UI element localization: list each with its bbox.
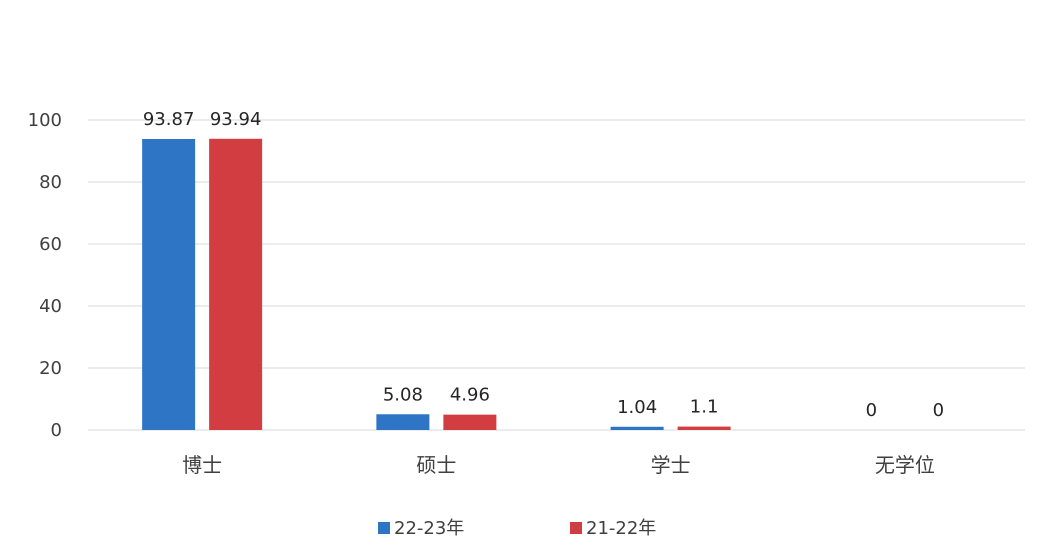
y-tick-label: 0	[51, 420, 62, 441]
bar	[376, 414, 430, 430]
legend-swatch	[570, 522, 582, 534]
bar	[443, 414, 497, 430]
y-axis-ticks: 0 20 40 60 80 100	[28, 110, 62, 441]
bar	[209, 138, 263, 430]
category-labels: 博士 硕士 学士 无学位	[182, 453, 935, 477]
y-tick-label: 40	[39, 296, 62, 317]
legend: 22-23年 21-22年	[378, 518, 656, 539]
data-label: 5.08	[383, 384, 423, 405]
data-label: 0	[866, 400, 877, 421]
legend-label: 22-23年	[394, 518, 464, 539]
data-label: 93.87	[143, 109, 195, 130]
bar	[677, 426, 731, 430]
x-tick-label: 学士	[651, 453, 691, 477]
data-label: 1.1	[690, 397, 719, 418]
x-tick-label: 硕士	[416, 453, 456, 477]
data-label: 4.96	[450, 385, 490, 406]
legend-swatch	[378, 522, 390, 534]
x-tick-label: 无学位	[875, 453, 935, 477]
data-label: 93.94	[210, 109, 262, 130]
data-label: 1.04	[617, 397, 657, 418]
y-tick-label: 60	[39, 234, 62, 255]
bar	[610, 426, 664, 430]
bars	[142, 138, 731, 431]
y-tick-label: 100	[28, 110, 62, 131]
data-label: 0	[933, 400, 944, 421]
y-tick-label: 20	[39, 358, 62, 379]
data-labels: 93.87 93.94 5.08 4.96 1.04 1.1 0 0	[143, 109, 944, 421]
legend-label: 21-22年	[586, 518, 656, 539]
bar	[142, 139, 196, 431]
y-tick-label: 80	[39, 172, 62, 193]
x-tick-label: 博士	[182, 453, 222, 477]
